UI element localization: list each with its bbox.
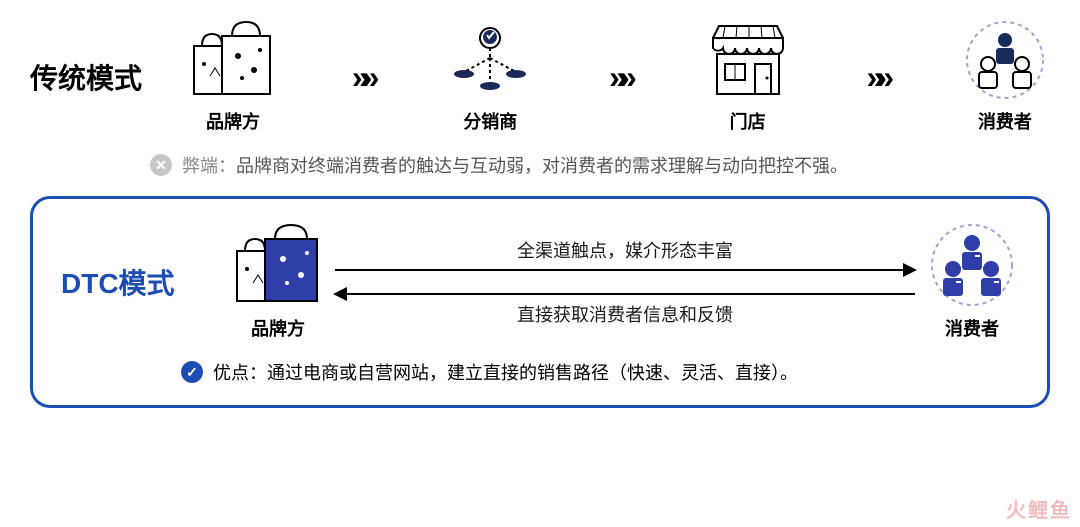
chevron-1: »» [352, 59, 372, 96]
bags-icon [188, 20, 278, 100]
node-store-label: 门店 [730, 108, 766, 134]
advantage-icon: ✓ [181, 361, 203, 383]
arrow-right [335, 269, 915, 271]
bags-blue-icon [231, 223, 325, 307]
dtc-box: DTC模式 品牌方 全渠道触点，媒介形态丰富 [30, 196, 1050, 408]
arrow-column: 全渠道触点，媒介形态丰富 直接获取消费者信息和反馈 [325, 237, 925, 327]
dtc-node-consumers: 消费者 [925, 223, 1019, 341]
arrow-bottom-label: 直接获取消费者信息和反馈 [517, 301, 733, 327]
chevron-2: »» [609, 59, 629, 96]
traditional-row: 传统模式 品牌方 »» [30, 20, 1050, 134]
store-icon [703, 20, 793, 100]
dtc-brand-label: 品牌方 [251, 315, 305, 341]
watermark: 火鲤鱼 [1006, 494, 1072, 523]
dtc-title: DTC模式 [61, 262, 211, 302]
advantage-text: 通过电商或自营网站，建立直接的销售路径（快速、灵活、直接）。 [267, 363, 798, 383]
dtc-flow: 品牌方 全渠道触点，媒介形态丰富 直接获取消费者信息和反馈 [231, 223, 1019, 341]
arrow-left [335, 293, 915, 295]
distributor-icon [445, 20, 535, 100]
consumers-blue-icon [925, 223, 1019, 307]
node-consumers-label: 消费者 [978, 108, 1032, 134]
node-brand: 品牌方 [188, 20, 278, 134]
traditional-flow: 品牌方 »» 分销商 »» [188, 20, 1050, 134]
chevron-3: »» [866, 59, 886, 96]
node-consumers: 消费者 [960, 20, 1050, 134]
drawback-prefix: 弊端： [182, 156, 236, 176]
node-brand-label: 品牌方 [206, 108, 260, 134]
advantage-line: ✓ 优点：通过电商或自营网站，建立直接的销售路径（快速、灵活、直接）。 [181, 359, 1019, 385]
drawback-line: ✕ 弊端：品牌商对终端消费者的触达与互动弱，对消费者的需求理解与动向把控不强。 [150, 152, 1050, 178]
drawback-text: 品牌商对终端消费者的触达与互动弱，对消费者的需求理解与动向把控不强。 [236, 156, 848, 176]
advantage-prefix: 优点： [213, 363, 267, 383]
dtc-row: DTC模式 品牌方 全渠道触点，媒介形态丰富 [61, 223, 1019, 341]
node-distributor-label: 分销商 [463, 108, 517, 134]
traditional-title: 传统模式 [30, 57, 180, 97]
arrow-top-label: 全渠道触点，媒介形态丰富 [517, 237, 733, 263]
drawback-icon: ✕ [150, 154, 172, 176]
consumers-icon [960, 20, 1050, 100]
node-distributor: 分销商 [445, 20, 535, 134]
dtc-node-brand: 品牌方 [231, 223, 325, 341]
node-store: 门店 [703, 20, 793, 134]
dtc-consumers-label: 消费者 [945, 315, 999, 341]
